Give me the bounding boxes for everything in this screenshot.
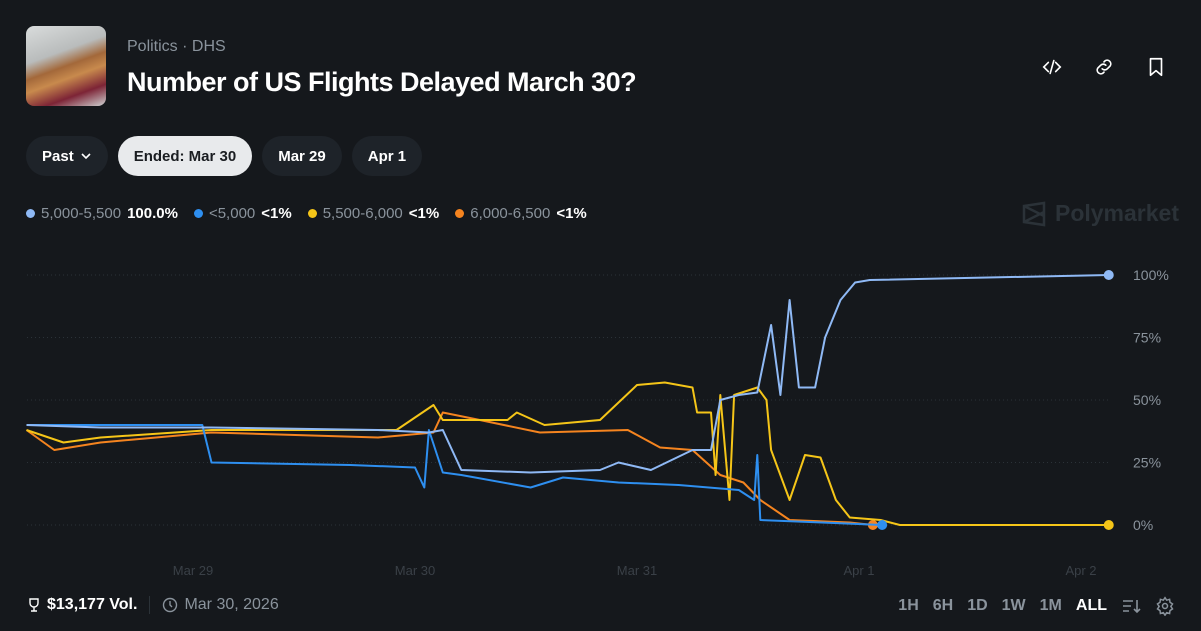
x-tick-label: Mar 30 [395, 563, 435, 578]
y-tick-label: 25% [1133, 455, 1161, 471]
separator: · [182, 38, 188, 55]
chart-legend: 5,000-5,500 100.0% <5,000 <1% 5,500-6,000 <… [26, 205, 587, 222]
range-all[interactable]: ALL [1075, 597, 1107, 614]
legend-value: <1% [556, 205, 587, 222]
subcategory-link[interactable]: DHS [191, 38, 226, 55]
end-date: Mar 30, 2026 [184, 596, 279, 613]
legend-dot [26, 209, 35, 218]
legend-value: 100.0% [127, 205, 178, 222]
market-thumbnail [26, 26, 106, 106]
pill-apr-1[interactable]: Apr 1 [351, 136, 423, 176]
clock-icon [163, 597, 178, 613]
volume: $13,177 Vol. [26, 596, 137, 614]
divider [149, 596, 151, 614]
legend-dot [193, 209, 203, 218]
legend-name: 5,500-6,000 [322, 205, 403, 222]
sort-icon[interactable] [1121, 596, 1141, 616]
x-tick-label: Mar 29 [173, 563, 213, 578]
chevron-down-icon [81, 153, 91, 160]
range-6h[interactable]: 6H [932, 597, 954, 614]
polymarket-watermark: Polymarket [1021, 200, 1179, 227]
trophy-icon [29, 598, 39, 612]
y-tick-label: 50% [1133, 392, 1161, 408]
bookmark-icon[interactable] [1145, 56, 1167, 78]
series-line [25, 411, 874, 526]
y-tick-label: 0% [1133, 517, 1153, 533]
range-1w[interactable]: 1W [1001, 597, 1026, 614]
legend-value: <1% [261, 205, 292, 222]
y-tick-label: 75% [1133, 330, 1161, 346]
series-line [26, 274, 1109, 474]
watermark-text: Polymarket [1054, 200, 1179, 226]
category-link[interactable]: Politics [127, 38, 178, 55]
legend-value: <1% [408, 205, 440, 222]
x-tick-label: Apr 1 [843, 563, 874, 578]
y-tick-label: 100% [1133, 267, 1169, 283]
x-tick-label: Mar 31 [617, 563, 657, 578]
series-line [26, 381, 1109, 526]
breadcrumb: Politics · DHS [127, 38, 226, 56]
range-1d[interactable]: 1D [967, 597, 988, 614]
series-end-dot [1103, 520, 1114, 530]
pill-ended-mar-30[interactable]: Ended: Mar 30 [117, 136, 253, 176]
legend-item: <5,000 <1% [193, 205, 292, 222]
legend-name: <5,000 [208, 205, 256, 222]
legend-item: 5,500-6,000 <1% [307, 205, 440, 222]
code-icon[interactable] [1041, 56, 1063, 78]
gear-icon[interactable] [1155, 596, 1175, 616]
page-title: Number of US Flights Delayed March 30? [127, 67, 637, 97]
x-tick-label: Apr 2 [1065, 563, 1096, 578]
legend-item: 5,000-5,500 100.0% [26, 205, 178, 222]
series-end-dot [1103, 270, 1114, 280]
legend-item: 6,000-6,500 <1% [455, 205, 587, 222]
legend-dot [455, 209, 465, 218]
legend-dot [307, 209, 317, 218]
line-chart: 0% 25% 50% 75% 100% Mar 29 Mar 30 Mar 31 Apr 1 Ap… [25, 267, 1169, 578]
range-1h[interactable]: 1H [898, 597, 919, 614]
link-icon[interactable] [1093, 56, 1115, 78]
series-line [26, 424, 883, 526]
legend-name: 5,000-5,500 [41, 205, 122, 222]
legend-name: 6,000-6,500 [470, 205, 551, 222]
dropdown-label: Past [42, 147, 74, 165]
range-1m[interactable]: 1M [1039, 597, 1062, 614]
series-end-dot [877, 520, 888, 530]
past-dropdown[interactable]: Past [26, 136, 108, 176]
volume-text: $13,177 Vol. [47, 596, 138, 613]
polymarket-logo-icon [1022, 201, 1046, 226]
pill-mar-29[interactable]: Mar 29 [262, 136, 342, 176]
